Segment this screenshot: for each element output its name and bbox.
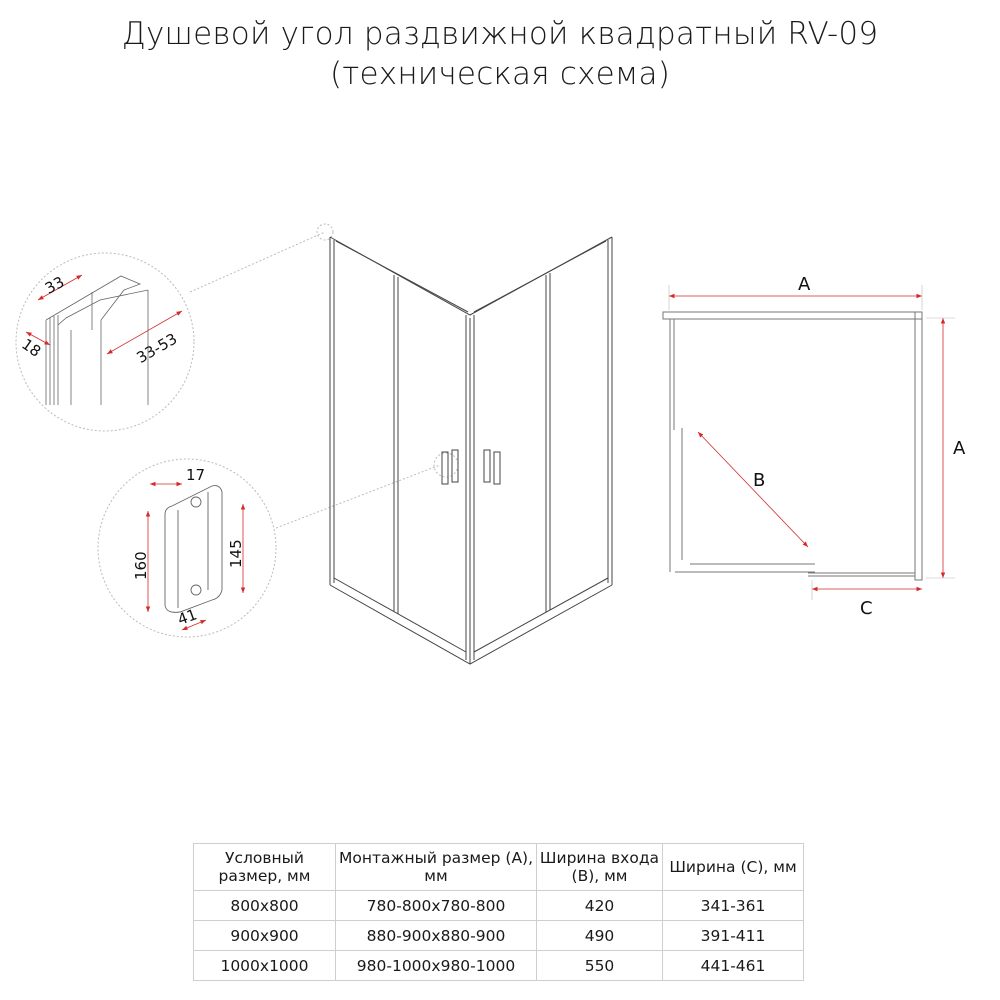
- table-cell: 1000x1000: [193, 950, 336, 981]
- table-header-row: Условный размер, мм Монтажный размер (A)…: [193, 843, 804, 891]
- dim-18: 18: [18, 335, 44, 361]
- header-mounting-size: Монтажный размер (A), мм: [335, 843, 537, 891]
- table-cell: 550: [536, 950, 663, 981]
- size-table: Условный размер, мм Монтажный размер (A)…: [193, 843, 804, 981]
- table-row: 900x900 880-900x880-900 490 391-411: [193, 920, 804, 951]
- table-cell: 880-900x880-900: [335, 920, 537, 951]
- dim-145: 145: [227, 539, 245, 568]
- profile-detail: 33 18 33-53: [15, 223, 334, 432]
- table-cell: 900x900: [193, 920, 336, 951]
- handle-detail: 17 160 145 41: [97, 452, 459, 638]
- plan-label-b: B: [753, 470, 765, 491]
- table-cell: 441-461: [662, 950, 804, 981]
- page-title: Душевой угол раздвижной квадратный RV-09…: [0, 14, 1000, 94]
- dim-17: 17: [186, 466, 205, 484]
- title-line-2: (техническая схема): [330, 56, 670, 92]
- table-cell: 800x800: [193, 890, 336, 921]
- table-cell: 341-361: [662, 890, 804, 921]
- plan-label-c: C: [860, 598, 873, 619]
- table-row: 800x800 780-800x780-800 420 341-361: [193, 890, 804, 921]
- table-cell: 980-1000x980-1000: [335, 950, 537, 981]
- table-cell: 391-411: [662, 920, 804, 951]
- dim-33-53: 33-53: [134, 330, 181, 367]
- dim-41: 41: [175, 605, 199, 628]
- dim-33: 33: [42, 273, 67, 298]
- table-cell: 420: [536, 890, 663, 921]
- cabin-isometric: [329, 236, 613, 665]
- title-line-1: Душевой угол раздвижной квадратный RV-09: [121, 16, 879, 52]
- header-width-c: Ширина (C), мм: [662, 843, 804, 891]
- header-entry-width: Ширина входа (B), мм: [536, 843, 663, 891]
- table-cell: 490: [536, 920, 663, 951]
- header-nominal-size: Условный размер, мм: [193, 843, 336, 891]
- dim-160: 160: [132, 551, 150, 580]
- table-cell: 780-800x780-800: [335, 890, 537, 921]
- plan-label-a-side: A: [953, 438, 966, 459]
- plan-label-a-top: A: [798, 274, 811, 295]
- table-row: 1000x1000 980-1000x980-1000 550 441-461: [193, 950, 804, 981]
- plan-view: A A B C: [662, 274, 966, 619]
